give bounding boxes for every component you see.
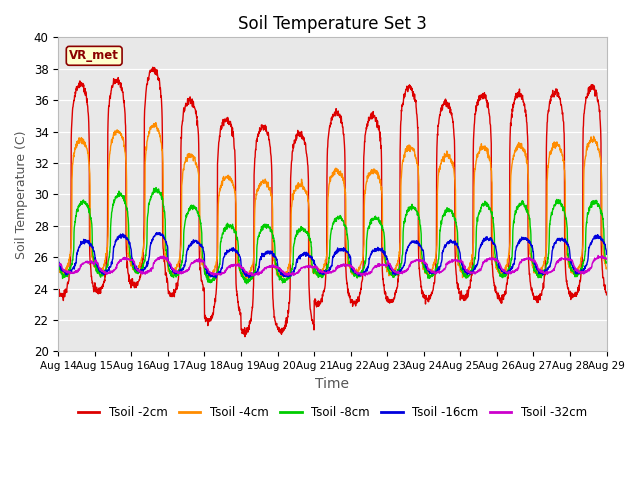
Tsoil -4cm	[492, 265, 500, 271]
Tsoil -16cm	[207, 272, 215, 277]
Tsoil -2cm	[361, 139, 369, 144]
Tsoil -32cm	[492, 256, 500, 262]
Tsoil -8cm	[243, 281, 250, 287]
Tsoil -16cm	[349, 266, 356, 272]
Tsoil -32cm	[360, 271, 368, 277]
Tsoil -8cm	[207, 277, 215, 283]
Tsoil -16cm	[603, 252, 611, 257]
Tsoil -32cm	[570, 262, 577, 267]
Tsoil -32cm	[595, 252, 602, 258]
Legend: Tsoil -2cm, Tsoil -4cm, Tsoil -8cm, Tsoil -16cm, Tsoil -32cm: Tsoil -2cm, Tsoil -4cm, Tsoil -8cm, Tsoi…	[73, 401, 592, 424]
Title: Soil Temperature Set 3: Soil Temperature Set 3	[238, 15, 427, 33]
Line: Tsoil -16cm: Tsoil -16cm	[58, 233, 607, 278]
Y-axis label: Soil Temperature (C): Soil Temperature (C)	[15, 130, 28, 259]
Tsoil -8cm	[603, 260, 611, 265]
Tsoil -2cm	[603, 292, 611, 298]
Tsoil -4cm	[207, 270, 215, 276]
Tsoil -2cm	[492, 290, 500, 296]
Tsoil -2cm	[555, 90, 563, 96]
Line: Tsoil -4cm: Tsoil -4cm	[58, 122, 607, 279]
Tsoil -8cm	[570, 271, 578, 277]
Tsoil -2cm	[54, 286, 62, 291]
Tsoil -4cm	[54, 266, 62, 272]
Tsoil -16cm	[570, 266, 578, 272]
Tsoil -32cm	[348, 264, 356, 269]
Tsoil -4cm	[349, 269, 356, 275]
Tsoil -16cm	[361, 268, 369, 274]
Tsoil -2cm	[207, 313, 215, 319]
Tsoil -16cm	[492, 247, 500, 252]
Tsoil -32cm	[362, 273, 369, 279]
Tsoil -32cm	[554, 258, 562, 264]
Tsoil -16cm	[555, 236, 563, 241]
Text: VR_met: VR_met	[69, 49, 119, 62]
Tsoil -32cm	[603, 256, 611, 262]
Line: Tsoil -32cm: Tsoil -32cm	[58, 255, 607, 276]
Tsoil -4cm	[603, 265, 611, 271]
Line: Tsoil -8cm: Tsoil -8cm	[58, 188, 607, 284]
Tsoil -8cm	[361, 263, 369, 268]
Tsoil -8cm	[152, 185, 160, 191]
Tsoil -8cm	[349, 270, 356, 276]
Tsoil -4cm	[152, 120, 159, 125]
Tsoil -8cm	[54, 262, 62, 267]
Tsoil -4cm	[361, 196, 369, 202]
Tsoil -16cm	[153, 230, 161, 236]
Tsoil -2cm	[570, 292, 578, 298]
Tsoil -32cm	[207, 270, 215, 276]
Tsoil -4cm	[242, 276, 250, 282]
X-axis label: Time: Time	[316, 377, 349, 391]
Line: Tsoil -2cm: Tsoil -2cm	[58, 67, 607, 336]
Tsoil -2cm	[349, 303, 356, 309]
Tsoil -32cm	[54, 261, 62, 266]
Tsoil -8cm	[555, 197, 563, 203]
Tsoil -2cm	[149, 64, 157, 70]
Tsoil -8cm	[492, 257, 500, 263]
Tsoil -16cm	[54, 254, 62, 260]
Tsoil -4cm	[570, 271, 578, 277]
Tsoil -2cm	[241, 334, 249, 339]
Tsoil -4cm	[555, 143, 563, 148]
Tsoil -16cm	[212, 275, 220, 281]
